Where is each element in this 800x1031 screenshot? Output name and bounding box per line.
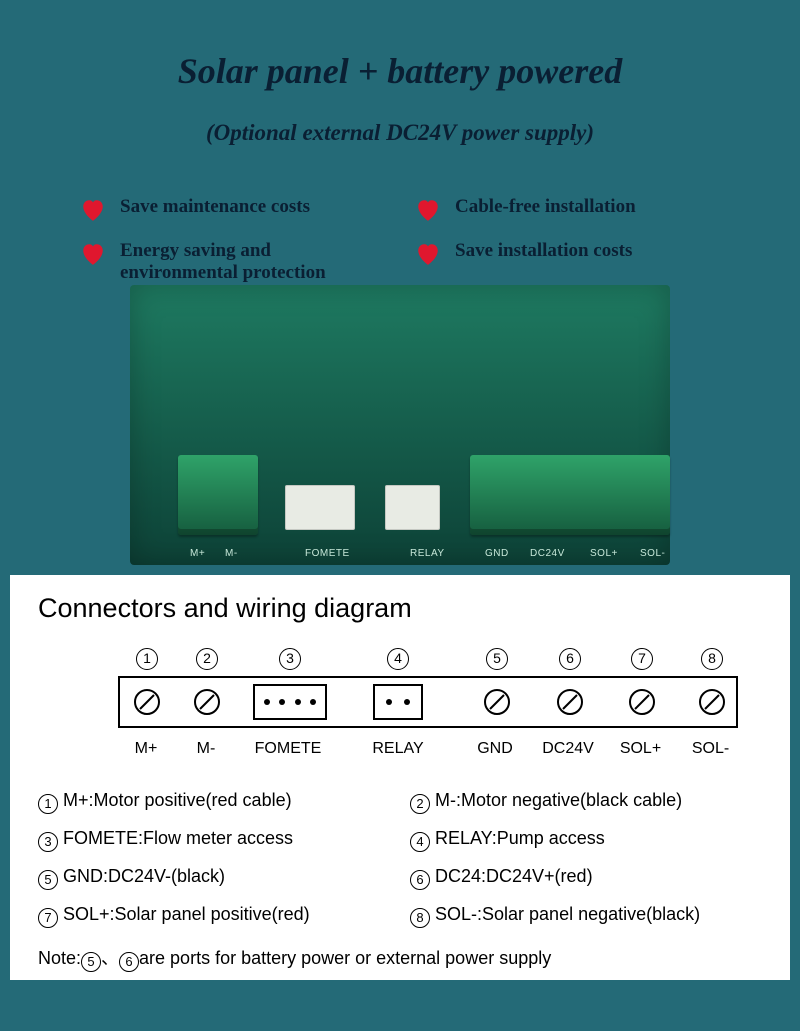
page-title: Solar panel + battery powered (0, 0, 800, 92)
screw-terminal-icon (556, 688, 584, 721)
connector-label: RELAY (363, 740, 433, 758)
connector-label: M+ (128, 740, 164, 758)
feature-item: Cable-free installation (415, 196, 720, 222)
diagram-title: Connectors and wiring diagram (38, 593, 762, 624)
feature-item: Save installation costs (415, 240, 720, 284)
screw-terminal-icon (483, 688, 511, 721)
page-background: Solar panel + battery powered (Optional … (0, 0, 800, 1031)
legend-item: 1 M+:Motor positive(red cable) (38, 790, 390, 814)
feature-text: Cable-free installation (455, 196, 636, 218)
legend-item: 2 M-:Motor negative(black cable) (410, 790, 762, 814)
heart-icon (80, 242, 106, 266)
heart-icon (415, 198, 441, 222)
connector-number: 3 (278, 648, 302, 670)
pin-connector-icon (373, 684, 423, 720)
legend-item: 7 SOL+:Solar panel positive(red) (38, 904, 390, 928)
pcb-terminal-block (178, 455, 258, 535)
screw-terminal-icon (698, 688, 726, 721)
pcb-silk-label: DC24V (530, 548, 565, 559)
connector-label: GND (470, 740, 520, 758)
feature-item: Energy saving and environmental protecti… (80, 240, 385, 284)
heart-icon (80, 198, 106, 222)
pcb-connector (285, 485, 355, 530)
legend-item: 5 GND:DC24V-(black) (38, 866, 390, 890)
connector-label: FOMETE (243, 740, 333, 758)
connector-label: SOL+ (613, 740, 668, 758)
connector-number: 4 (386, 648, 410, 670)
connector-number: 2 (195, 648, 219, 670)
page-subtitle: (Optional external DC24V power supply) (0, 120, 800, 146)
feature-text: Save maintenance costs (120, 196, 310, 218)
pcb-silk-label: SOL- (640, 548, 665, 559)
pcb-connector (385, 485, 440, 530)
legend-grid: 1 M+:Motor positive(red cable) 2 M-:Motor… (38, 790, 762, 928)
pin-connector-icon (253, 684, 327, 720)
pcb-terminal-block (470, 455, 670, 535)
legend-item: 8 SOL-:Solar panel negative(black) (410, 904, 762, 928)
connector-number: 7 (630, 648, 654, 670)
pcb-silk-label: M+ (190, 548, 205, 559)
pcb-silk-label: SOL+ (590, 548, 618, 559)
features-grid: Save maintenance costs Cable-free instal… (80, 196, 720, 284)
connector-label: DC24V (538, 740, 598, 758)
feature-text: Save installation costs (455, 240, 632, 262)
legend-item: 6 DC24:DC24V+(red) (410, 866, 762, 890)
screw-terminal-icon (133, 688, 161, 721)
pcb-silk-label: GND (485, 548, 509, 559)
diagram-note: Note:5、6are ports for battery power or e… (38, 944, 762, 972)
screw-terminal-icon (193, 688, 221, 721)
heart-icon (415, 242, 441, 266)
pcb-illustration: M+ M- FOMETE RELAY GND DC24V SOL+ SOL- (130, 285, 670, 565)
pcb-silk-label: M- (225, 548, 238, 559)
connector-label: M- (188, 740, 224, 758)
feature-text: Energy saving and environmental protecti… (120, 240, 385, 284)
legend-item: 4 RELAY:Pump access (410, 828, 762, 852)
connector-number: 8 (700, 648, 724, 670)
connector-label: SOL- (683, 740, 738, 758)
legend-item: 3 FOMETE:Flow meter access (38, 828, 390, 852)
connector-number: 5 (485, 648, 509, 670)
screw-terminal-icon (628, 688, 656, 721)
pcb-silk-label: RELAY (410, 548, 445, 559)
wiring-diagram-panel: Connectors and wiring diagram 1 M+ 2 M- 3 F… (10, 575, 790, 980)
connector-row: 1 M+ 2 M- 3 FOMETE 4 RELAY 5 GND 6 DC24V 7 SOL+ 8… (38, 648, 762, 768)
feature-item: Save maintenance costs (80, 196, 385, 222)
pcb-silk-label: FOMETE (305, 548, 350, 559)
connector-number: 1 (135, 648, 159, 670)
connector-number: 6 (558, 648, 582, 670)
